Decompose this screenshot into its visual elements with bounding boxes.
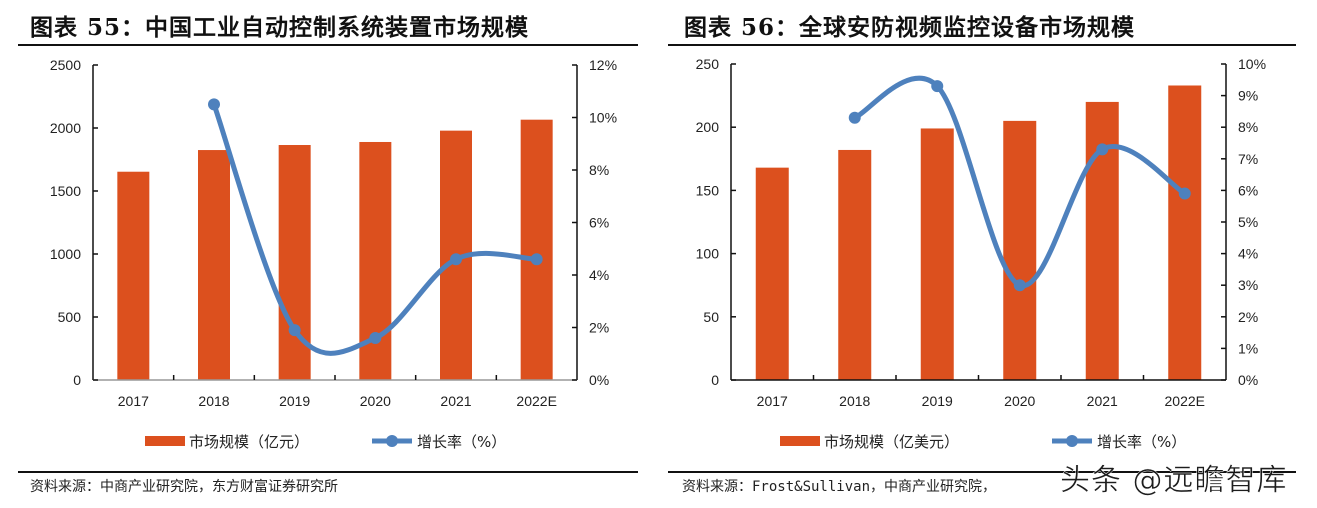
bar-2018 — [198, 150, 230, 380]
bar-2022E — [520, 119, 553, 381]
source-divider — [668, 471, 1296, 473]
chart-panel-55: 图表 55：中国工业自动控制系统装置市场规模 0 500 1000 1500 2000 2… — [18, 14, 638, 495]
chart-title: 图表 55：中国工业自动控制系统装置市场规模 — [30, 14, 530, 41]
right-tick-label: 4% — [1238, 246, 1258, 262]
legend-line-label: 增长率（%） — [417, 433, 506, 451]
right-tick-label: 5% — [1238, 214, 1258, 230]
right-tick-label: 1% — [1238, 340, 1258, 356]
left-tick-label: 50 — [703, 309, 719, 325]
left-tick-label: 2500 — [50, 57, 81, 73]
right-tick-label: 12% — [589, 57, 617, 73]
title-divider — [18, 44, 638, 46]
left-tick-label: 1500 — [50, 183, 81, 199]
right-tick-label: 9% — [1238, 88, 1258, 104]
right-tick-label: 6% — [1238, 182, 1258, 198]
right-tick-label: 8% — [589, 162, 609, 178]
x-tick-label: 2017 — [118, 393, 149, 409]
left-tick-label: 200 — [696, 119, 720, 135]
left-tick-label: 500 — [58, 309, 82, 325]
legend-line-marker — [386, 435, 398, 447]
left-tick-label: 2000 — [50, 120, 81, 136]
legend-bar-label: 市场规模（亿美元） — [824, 433, 959, 451]
right-tick-label: 8% — [1238, 119, 1258, 135]
left-tick-label: 150 — [696, 182, 720, 198]
left-tick-label: 1000 — [50, 246, 81, 262]
growth-point-2020 — [369, 332, 382, 344]
growth-point-2022E — [1178, 187, 1191, 200]
legend-line-label: 增长率（%） — [1097, 433, 1186, 451]
growth-point-2022E — [530, 253, 543, 266]
x-tick-label: 2017 — [757, 393, 788, 409]
x-tick-label: 2019 — [279, 393, 310, 409]
source-note: 资料来源：Frost&Sullivan，中商产业研究院， — [682, 479, 997, 495]
x-tick-label: 2021 — [440, 393, 471, 409]
legend-bar-swatch — [145, 436, 185, 446]
source-divider — [18, 471, 638, 473]
growth-point-2018 — [208, 98, 220, 111]
legend-line-marker — [1066, 435, 1078, 447]
growth-line — [211, 101, 540, 356]
growth-point-2019 — [288, 324, 301, 337]
left-tick-label: 250 — [696, 56, 720, 72]
growth-point-2021 — [450, 253, 462, 266]
right-tick-label: 2% — [1238, 309, 1258, 325]
left-tick-label: 0 — [73, 372, 81, 388]
legend-bar-label: 市场规模（亿元） — [189, 433, 309, 451]
right-tick-label: 4% — [589, 267, 609, 283]
bar-2019 — [920, 128, 954, 380]
right-tick-label: 7% — [1238, 151, 1258, 167]
legend-bar-swatch — [780, 436, 820, 446]
x-tick-label: 2020 — [1004, 393, 1035, 409]
bar-2017 — [117, 171, 150, 380]
x-tick-label: 2022E — [1165, 393, 1205, 409]
x-tick-label: 2019 — [922, 393, 953, 409]
growth-point-2020 — [1013, 279, 1026, 292]
x-tick-label: 2018 — [839, 393, 870, 409]
right-tick-label: 10% — [1238, 56, 1266, 72]
right-tick-label: 10% — [589, 110, 617, 126]
right-tick-label: 0% — [589, 372, 609, 388]
watermark: 头条 @远瞻智库 — [1060, 463, 1288, 499]
right-tick-label: 0% — [1238, 372, 1258, 388]
left-tick-label: 0 — [711, 372, 719, 388]
chart-55: 0 500 1000 1500 2000 2500 0% 2% 4% 6% 8% 10% 12% 2017… — [50, 57, 617, 451]
x-tick-label: 2021 — [1087, 393, 1118, 409]
bar-2022E — [1168, 85, 1202, 380]
growth-point-2018 — [848, 111, 861, 124]
title-divider — [668, 44, 1296, 46]
growth-point-2019 — [931, 80, 944, 93]
chart-56: 0 50 100 150 200 250 0% 1% 2% 3% 4% 5% 6% 7% 8% 9% 10% 20… — [696, 56, 1266, 451]
x-tick-label: 2020 — [360, 393, 391, 409]
bar-2020 — [1003, 120, 1037, 380]
bar-2018 — [838, 149, 872, 380]
x-tick-label: 2018 — [198, 393, 229, 409]
x-tick-label: 2022E — [516, 393, 556, 409]
source-note: 资料来源：中商产业研究院，东方财富证券研究所 — [30, 479, 338, 495]
chart-panel-56: 图表 56：全球安防视频监控设备市场规模 0 50 100 150 200 250 0% 1%… — [660, 0, 1317, 508]
growth-point-2021 — [1096, 143, 1109, 156]
chart-title: 图表 56：全球安防视频监控设备市场规模 — [684, 14, 1136, 41]
bar-2017 — [755, 167, 789, 380]
right-tick-label: 2% — [589, 320, 609, 336]
right-tick-label: 6% — [589, 215, 609, 231]
left-tick-label: 100 — [696, 246, 720, 262]
right-tick-label: 3% — [1238, 277, 1258, 293]
